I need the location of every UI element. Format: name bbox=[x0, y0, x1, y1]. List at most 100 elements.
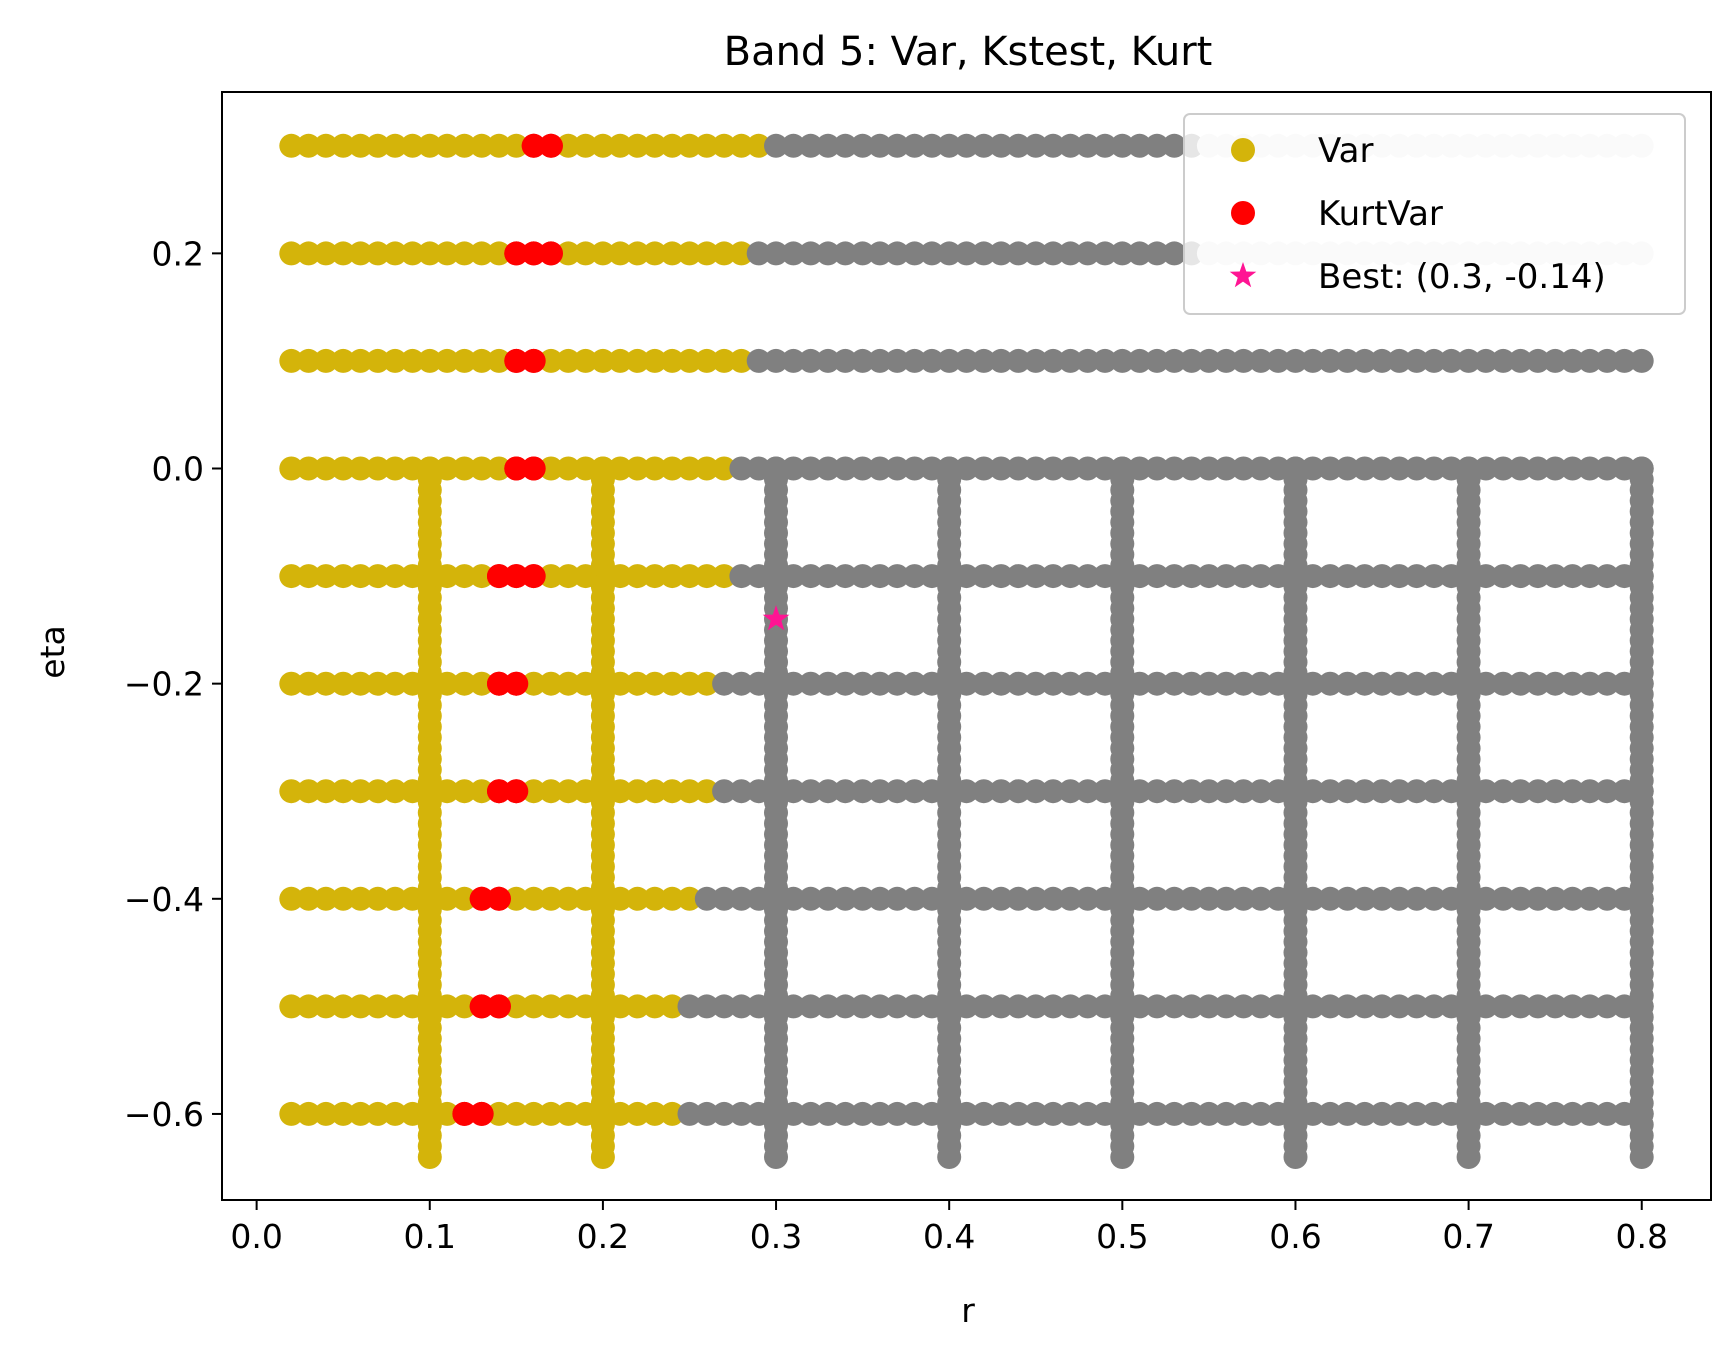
point-var bbox=[296, 348, 321, 373]
point-var bbox=[279, 779, 304, 804]
point-gray bbox=[1370, 456, 1394, 481]
point-gray bbox=[1093, 1101, 1117, 1126]
point-gray bbox=[1231, 779, 1256, 804]
point-gray bbox=[833, 671, 858, 696]
point-var bbox=[573, 671, 598, 696]
point-var bbox=[296, 133, 321, 158]
point-gray bbox=[729, 564, 754, 589]
point-gray bbox=[850, 886, 875, 911]
point-gray bbox=[850, 671, 875, 696]
point-gray bbox=[1145, 779, 1169, 804]
point-gray bbox=[1266, 886, 1291, 911]
point-var bbox=[677, 241, 702, 266]
point-gray bbox=[1196, 779, 1221, 804]
point-gray bbox=[1006, 671, 1031, 696]
point-gray bbox=[1300, 348, 1325, 373]
point-gray bbox=[816, 348, 840, 373]
point-gray bbox=[1422, 348, 1446, 373]
point-var bbox=[487, 456, 511, 481]
point-gray bbox=[1058, 133, 1083, 158]
point-gray bbox=[1075, 1101, 1100, 1126]
legend-marker-best-star-icon bbox=[1229, 262, 1257, 288]
point-var bbox=[660, 348, 685, 373]
point-gray bbox=[816, 564, 840, 589]
point-gray bbox=[816, 456, 840, 481]
point-var bbox=[279, 1101, 304, 1126]
y-tick-label: −0.4 bbox=[124, 880, 204, 919]
point-var bbox=[539, 348, 563, 373]
point-kurtvar bbox=[521, 133, 546, 158]
point-column-gray bbox=[1456, 456, 1481, 481]
point-gray bbox=[1093, 456, 1117, 481]
point-gray bbox=[902, 241, 927, 266]
point-gray bbox=[1543, 456, 1568, 481]
point-gray bbox=[971, 779, 996, 804]
point-gray bbox=[1179, 779, 1204, 804]
point-gray bbox=[885, 886, 910, 911]
point-gray bbox=[1560, 456, 1585, 481]
point-gray bbox=[781, 456, 806, 481]
point-gray bbox=[1577, 456, 1602, 481]
point-gray bbox=[1214, 886, 1239, 911]
point-gray bbox=[1283, 348, 1308, 373]
point-var bbox=[400, 994, 425, 1019]
point-gray bbox=[1577, 1101, 1602, 1126]
point-gray bbox=[781, 886, 806, 911]
point-kurtvar bbox=[452, 1101, 477, 1126]
point-gray bbox=[1145, 886, 1169, 911]
point-var bbox=[348, 1101, 373, 1126]
point-gray bbox=[850, 348, 875, 373]
point-gray bbox=[867, 886, 892, 911]
point-var bbox=[487, 241, 511, 266]
point-gray bbox=[1543, 886, 1568, 911]
point-gray bbox=[1023, 671, 1048, 696]
point-gray bbox=[989, 241, 1014, 266]
point-gray bbox=[1179, 564, 1204, 589]
point-var bbox=[608, 133, 633, 158]
point-gray bbox=[885, 564, 910, 589]
point-gray bbox=[1248, 564, 1273, 589]
point-gray bbox=[937, 241, 962, 266]
point-gray bbox=[1508, 994, 1533, 1019]
point-var bbox=[331, 348, 356, 373]
y-tick-label: −0.6 bbox=[124, 1095, 204, 1134]
point-var bbox=[677, 133, 702, 158]
point-gray bbox=[1127, 671, 1152, 696]
point-gray bbox=[1041, 671, 1066, 696]
legend-label-best: Best: (0.3, -0.14) bbox=[1318, 257, 1606, 297]
point-gray bbox=[1318, 1101, 1343, 1126]
point-gray bbox=[1006, 241, 1031, 266]
point-gray bbox=[1422, 1101, 1446, 1126]
point-kurtvar bbox=[521, 241, 546, 266]
point-gray bbox=[833, 348, 858, 373]
point-var bbox=[452, 886, 477, 911]
point-var bbox=[625, 133, 650, 158]
point-var bbox=[487, 348, 511, 373]
point-gray bbox=[1300, 456, 1325, 481]
point-gray bbox=[1300, 994, 1325, 1019]
point-var bbox=[539, 671, 563, 696]
point-var bbox=[521, 779, 546, 804]
point-var bbox=[642, 671, 667, 696]
point-gray bbox=[1612, 348, 1637, 373]
point-gray bbox=[1404, 886, 1429, 911]
point-var bbox=[296, 1101, 321, 1126]
point-gray bbox=[867, 133, 892, 158]
point-kurtvar bbox=[504, 564, 529, 589]
point-gray bbox=[1145, 348, 1169, 373]
point-var bbox=[694, 241, 719, 266]
point-gray bbox=[781, 564, 806, 589]
point-gray bbox=[1196, 564, 1221, 589]
point-column-gray bbox=[937, 456, 962, 481]
point-var bbox=[452, 564, 477, 589]
point-var bbox=[521, 886, 546, 911]
point-gray bbox=[1145, 994, 1169, 1019]
point-gray bbox=[781, 671, 806, 696]
plot-area: 0.0 0.1 0.2 0.3 0.4 0.5 0.6 0.7 0.8 0.2 0.0 −0.2 −0… bbox=[124, 91, 1712, 1256]
point-gray bbox=[954, 671, 979, 696]
point-gray bbox=[1491, 456, 1516, 481]
point-gray bbox=[850, 1101, 875, 1126]
point-gray bbox=[1595, 348, 1620, 373]
point-var bbox=[313, 133, 338, 158]
point-gray bbox=[1058, 886, 1083, 911]
